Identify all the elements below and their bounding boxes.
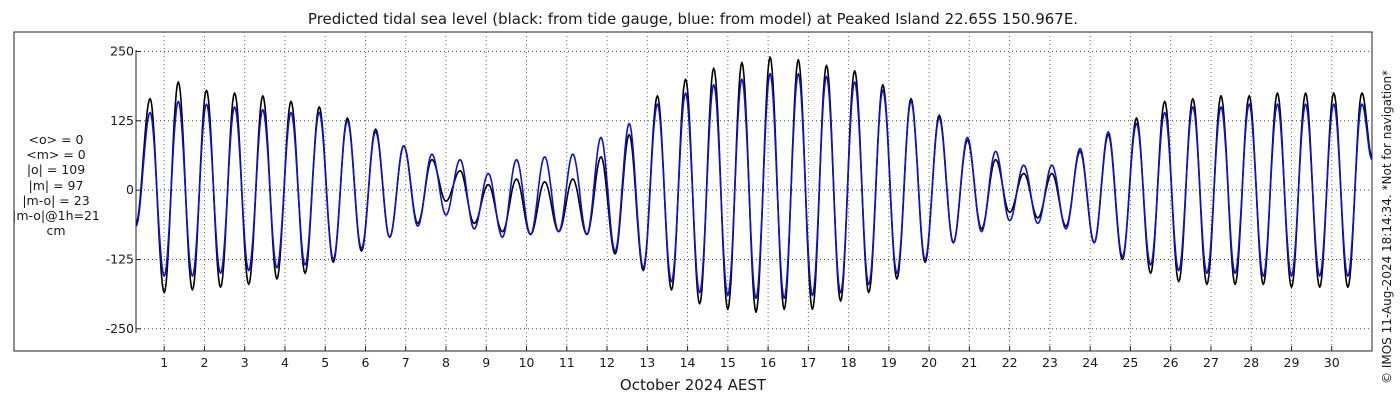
stats-panel: <o> = 0 <m> = 0 |o| = 109 |m| = 97 |m-o|… [8, 132, 104, 238]
x-tick-label: 5 [321, 355, 329, 370]
x-tick-label: 22 [1002, 355, 1018, 370]
x-axis-label: October 2024 AEST [619, 376, 767, 394]
stat-abs-observed: |o| = 109 [26, 162, 86, 178]
stat-unit: cm [46, 223, 66, 239]
model-line [135, 72, 1373, 300]
x-tick-label: 6 [362, 355, 370, 370]
x-tick-label: 7 [402, 355, 410, 370]
x-tick-label: 29 [1284, 355, 1300, 370]
x-tick-label: 2 [200, 355, 208, 370]
y-tick-label: 250 [110, 43, 134, 58]
x-tick-label: 1 [160, 355, 168, 370]
y-tick-label: -250 [106, 321, 134, 336]
axes [135, 50, 1333, 351]
copyright-note: © IMOS 11-Aug-2024 18:14:34. *Not for na… [1380, 69, 1394, 384]
x-tick-label: 13 [639, 355, 655, 370]
x-tick-label: 23 [1042, 355, 1058, 370]
x-tick-label: 11 [559, 355, 575, 370]
x-tick-label: 20 [921, 355, 937, 370]
x-tick-label: 9 [482, 355, 490, 370]
stat-mean-observed: <o> = 0 [28, 132, 84, 147]
x-tick-label: 25 [1122, 355, 1138, 370]
y-tick-label: 125 [110, 113, 134, 128]
x-tick-label: 16 [760, 355, 776, 370]
stat-mean-model: <m> = 0 [26, 147, 86, 163]
x-tick-label: 3 [241, 355, 249, 370]
stat-abs-difference: |m-o| = 23 [22, 192, 90, 208]
x-tick-label: 4 [281, 355, 289, 370]
x-tick-label: 30 [1324, 355, 1340, 370]
x-tick-label: 26 [1163, 355, 1179, 370]
stat-abs-difference-1h: |m-o|@1h=21 [12, 208, 100, 224]
x-tick-label: 27 [1203, 355, 1219, 370]
y-tick-label: 0 [126, 182, 134, 197]
x-tick-label: 24 [1082, 355, 1098, 370]
x-tick-label: 21 [961, 355, 977, 370]
series-lines [135, 56, 1373, 313]
x-tick-label: 18 [841, 355, 857, 370]
x-tick-label: 28 [1243, 355, 1259, 370]
chart-title: Predicted tidal sea level (black: from t… [307, 10, 1079, 28]
y-tick-label: -125 [106, 251, 134, 266]
x-tick-label: 14 [680, 355, 696, 370]
plot-frame [13, 31, 1373, 352]
x-tick-label: 17 [800, 355, 816, 370]
x-tick-label: 15 [720, 355, 736, 370]
stat-abs-model: |m| = 97 [28, 177, 84, 193]
x-tick-label: 12 [599, 355, 615, 370]
x-tick-label: 10 [519, 355, 535, 370]
x-tick-label: 19 [881, 355, 897, 370]
x-tick-label: 8 [442, 355, 450, 370]
